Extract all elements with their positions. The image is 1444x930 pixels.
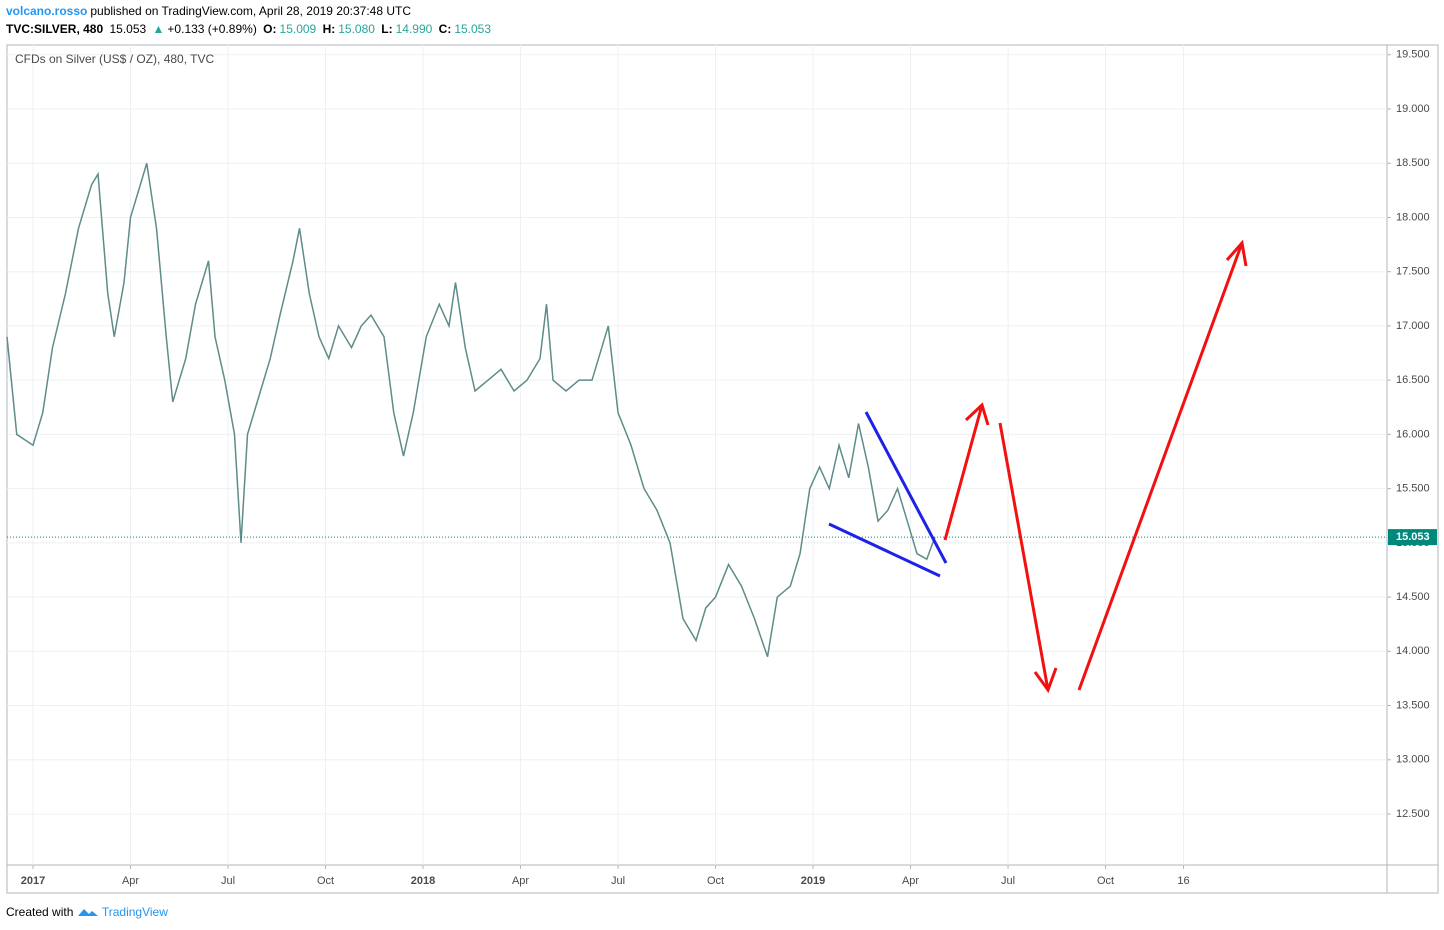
plot [6, 163, 1387, 657]
y-tick-label: 16.000 [1396, 428, 1430, 440]
arrow [1077, 239, 1248, 691]
l-label: L: [381, 22, 393, 36]
legend: CFDs on Silver (US$ / OZ), 480, TVC [15, 52, 214, 66]
trend-line [828, 522, 941, 578]
y-tick-label: 19.000 [1396, 103, 1430, 115]
y-tick-label: 16.500 [1396, 374, 1430, 386]
y-tick-label: 19.500 [1396, 49, 1430, 61]
o-label: O: [263, 22, 277, 36]
c-label: C: [438, 22, 452, 36]
l: 14.990 [395, 22, 433, 36]
last-price-label: 15.053 [1396, 531, 1430, 543]
grid [7, 45, 1387, 865]
created: Created with [6, 905, 74, 919]
footer: Created with TradingView [6, 904, 168, 919]
x-tick-label: Jul [611, 875, 625, 887]
y-tick-label: 17.500 [1396, 266, 1430, 278]
h: 15.080 [338, 22, 375, 36]
y-tick-label: 15.500 [1396, 483, 1430, 495]
symbol: TVC:SILVER, 480 [6, 22, 104, 36]
chart: CFDs on Silver (US$ / OZ), 480, TVC 12.5… [6, 44, 1439, 894]
author[interactable]: volcano.rosso [6, 4, 88, 18]
y-tick-label: 12.500 [1396, 808, 1430, 820]
arrow: ▲ [152, 22, 165, 36]
y-tick-label: 13.000 [1396, 754, 1430, 766]
x-tick-label: Jul [1001, 875, 1015, 887]
drawings [828, 239, 1248, 694]
published: published on TradingView.com, April 28, … [90, 4, 412, 18]
o: 15.009 [279, 22, 317, 36]
x-tick-label: Apr [902, 875, 919, 887]
y-tick-label: 14.000 [1396, 645, 1430, 657]
x-tick-label: Apr [122, 875, 139, 887]
logo [77, 909, 98, 916]
arrow [998, 422, 1058, 694]
x-tick-label: Apr [512, 875, 529, 887]
frame [6, 44, 1439, 894]
x-tick-label: Oct [1097, 875, 1114, 887]
arrow [943, 402, 990, 541]
trend-line [864, 411, 948, 564]
last: 15.053 [109, 22, 147, 36]
x-tick-label: Jul [221, 875, 235, 887]
x-tick-label: 2019 [801, 875, 825, 887]
axes: 12.50013.00013.50014.00014.50015.00015.5… [21, 49, 1437, 887]
y-tick-label: 14.500 [1396, 591, 1430, 603]
x-tick-label: 16 [1177, 875, 1189, 887]
change: +0.133 (+0.89%) [167, 22, 257, 36]
y-tick-label: 17.000 [1396, 320, 1430, 332]
c: 15.053 [454, 22, 492, 36]
x-tick-label: 2018 [411, 875, 435, 887]
brand[interactable]: TradingView [101, 905, 168, 919]
x-tick-label: Oct [707, 875, 724, 887]
x-tick-label: Oct [317, 875, 334, 887]
x-tick-label: 2017 [21, 875, 45, 887]
last-price-box [1388, 529, 1437, 546]
price-line [6, 163, 936, 657]
y-tick-label: 18.000 [1396, 211, 1430, 223]
publish-line: volcano.rosso published on TradingView.co… [6, 4, 414, 18]
y-tick-label: 13.500 [1396, 699, 1430, 711]
symbol-line: TVC:SILVER, 480 15.053 ▲ +0.133 (+0.89%) … [6, 22, 494, 36]
y-tick-label: 18.500 [1396, 157, 1430, 169]
h-label: H: [322, 22, 336, 36]
